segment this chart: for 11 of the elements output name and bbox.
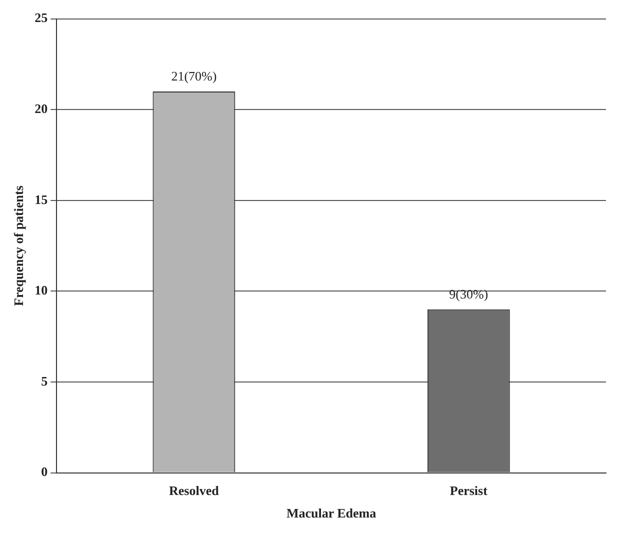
y-tick-label: 25: [34, 10, 48, 26]
y-tick-label: 10: [34, 282, 48, 298]
data-label: 21(70%): [171, 68, 217, 84]
x-tick-label: Persist: [450, 482, 488, 498]
y-axis-title: Frequency of patients: [11, 186, 26, 306]
y-tick-label: 15: [34, 192, 48, 207]
x-tick-label: Resolved: [169, 482, 220, 498]
y-tick-label: 0: [41, 464, 48, 480]
y-tick-label: 5: [41, 373, 48, 388]
x-axis-title: Macular Edema: [286, 506, 377, 521]
y-tick-label: 20: [34, 100, 48, 116]
